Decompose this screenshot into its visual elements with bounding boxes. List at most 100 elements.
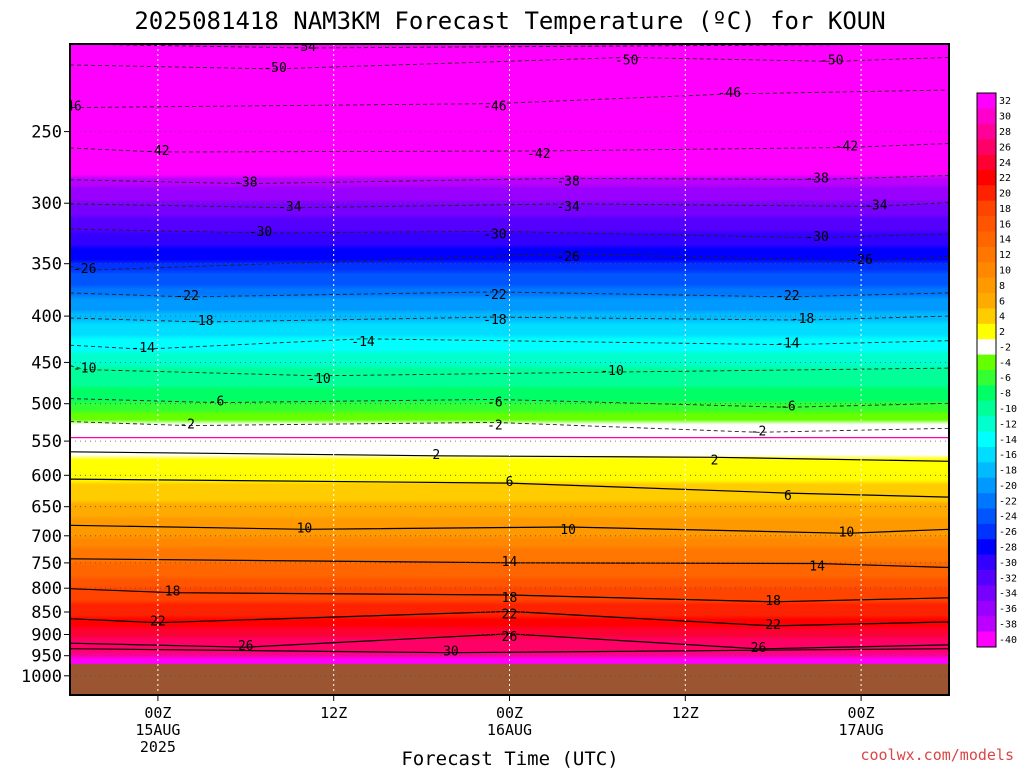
colorbar-tick-label: 6	[999, 296, 1005, 307]
colorbar-tick-label: -8	[999, 389, 1011, 400]
contour-label: -38	[805, 172, 828, 187]
colorbar-tick-label: 32	[999, 96, 1011, 107]
contour-label: -50	[615, 53, 638, 68]
contour-label: 26	[238, 639, 254, 654]
colorbar-tick-label: 12	[999, 250, 1011, 261]
colorbar-swatch	[977, 416, 996, 432]
isotherm-line	[70, 338, 949, 350]
colorbar-swatch	[977, 616, 996, 632]
pressure-tick-label: 500	[31, 395, 62, 415]
contour-label: 6	[784, 489, 792, 504]
contour-label: -30	[483, 227, 506, 242]
colorbar-swatch	[977, 93, 996, 109]
colorbar-tick-label: -34	[999, 589, 1017, 600]
pressure-tick-label: 350	[31, 255, 62, 275]
credit-text: coolwx.com/models	[860, 746, 1014, 764]
contour-label: 14	[809, 560, 825, 575]
pressure-tick-label: 800	[31, 579, 62, 599]
isotherm-line	[70, 610, 949, 627]
colorbar-swatch	[977, 169, 996, 186]
time-tick-label: 17AUG	[839, 721, 884, 739]
colorbar-tick-label: 16	[999, 219, 1011, 230]
colorbar-tick-label: -14	[999, 435, 1017, 446]
pressure-tick-label: 650	[31, 498, 62, 518]
colorbar-tick-label: 8	[999, 281, 1005, 292]
contour-label: 2	[711, 453, 719, 468]
colorbar-swatch	[977, 508, 996, 525]
contour-label: -34	[864, 199, 888, 214]
pressure-tick-label: 450	[31, 353, 62, 373]
colorbar-swatch	[977, 154, 996, 171]
contour-label: -14	[776, 337, 800, 352]
pressure-axis: 250 300 350 400 450 500 550 600 650 700 750 800 850 9…	[21, 123, 70, 687]
contour-label: -38	[556, 174, 579, 189]
colorbar-tick-label: 10	[999, 266, 1011, 277]
contour-label: -42	[835, 140, 858, 155]
pressure-tick-label: 750	[31, 554, 62, 574]
contour-label: -30	[249, 225, 272, 240]
contour-label: -50	[263, 61, 286, 76]
contour-label: -10	[600, 364, 623, 379]
colorbar-swatch	[977, 539, 996, 555]
colorbar-swatch	[977, 308, 996, 325]
isotherm-line	[70, 478, 949, 498]
colorbar: 32 30 28 26 24 22 20 18 16 14 12 10 8 6 4 2 -2 -4 -6 -8 -10 -…	[976, 92, 1017, 648]
contour-label: -46	[483, 100, 506, 115]
time-tick-label: 00Z	[496, 704, 523, 722]
isotherm-line	[70, 633, 949, 650]
colorbar-swatch	[977, 231, 996, 248]
contour-label: 10	[839, 525, 855, 540]
contour-label: -18	[483, 313, 506, 328]
colorbar-swatch	[977, 262, 996, 278]
isotherm-line	[70, 56, 949, 70]
contour-label: -6	[209, 395, 225, 410]
contour-label: 2	[432, 448, 440, 463]
isotherm-line	[70, 143, 949, 153]
isotherm-line	[70, 44, 949, 49]
isotherm-line	[70, 228, 949, 239]
contour-label: 30	[443, 645, 459, 660]
pressure-tick-label: 700	[31, 527, 62, 547]
isotherm-line	[70, 524, 949, 534]
time-tick-label: 00Z	[144, 704, 171, 722]
contour-label: -42	[146, 144, 169, 159]
contour-label: 6	[506, 475, 514, 490]
contour-label: -54	[293, 40, 317, 55]
colorbar-swatch	[977, 431, 996, 448]
time-tick-label: 12Z	[320, 704, 347, 722]
isotherm-line	[70, 291, 949, 298]
colorbar-swatch	[977, 585, 996, 602]
chart-title: 2025081418 NAM3KM Forecast Temperature (…	[134, 7, 885, 35]
isotherm-line	[70, 451, 949, 462]
contour-label: -46	[58, 100, 81, 115]
contour-label: -46	[718, 86, 741, 101]
contour-label: 18	[165, 585, 181, 600]
colorbar-tick-label: 4	[999, 312, 1005, 323]
contour-label: 14	[502, 555, 518, 570]
contour-labels: -54 -50 -50 -50 -46 -46 -46 -42 -42 -42 -38 -38 -38 -…	[58, 40, 888, 660]
contour-label: -22	[483, 288, 506, 303]
colorbar-tick-label: -22	[999, 496, 1017, 507]
colorbar-tick-label: -28	[999, 543, 1017, 554]
contour-label: -26	[73, 262, 96, 277]
contour-label: -10	[307, 372, 330, 387]
colorbar-swatch	[977, 293, 996, 309]
isotherm-line	[70, 648, 949, 654]
colorbar-swatch	[977, 600, 996, 617]
contour-label: -14	[132, 341, 156, 356]
isotherm-line	[70, 365, 949, 377]
contour-label: -14	[351, 335, 375, 350]
colorbar-tick-label: 26	[999, 142, 1011, 153]
colorbar-tick-label: -10	[999, 404, 1017, 415]
colorbar-tick-label: -40	[999, 635, 1017, 646]
colorbar-tick-label: 20	[999, 189, 1011, 200]
time-tick-label: 16AUG	[487, 721, 532, 739]
pressure-tick-label: 400	[31, 307, 62, 327]
contour-label: -22	[175, 289, 198, 304]
contour-label: -2	[751, 424, 767, 439]
isotherm-line	[70, 558, 949, 569]
plot-area: -54 -50 -50 -50 -46 -46 -46 -42 -42 -42 -38 -38 -38 -…	[58, 40, 949, 695]
colorbar-swatch	[977, 123, 996, 140]
